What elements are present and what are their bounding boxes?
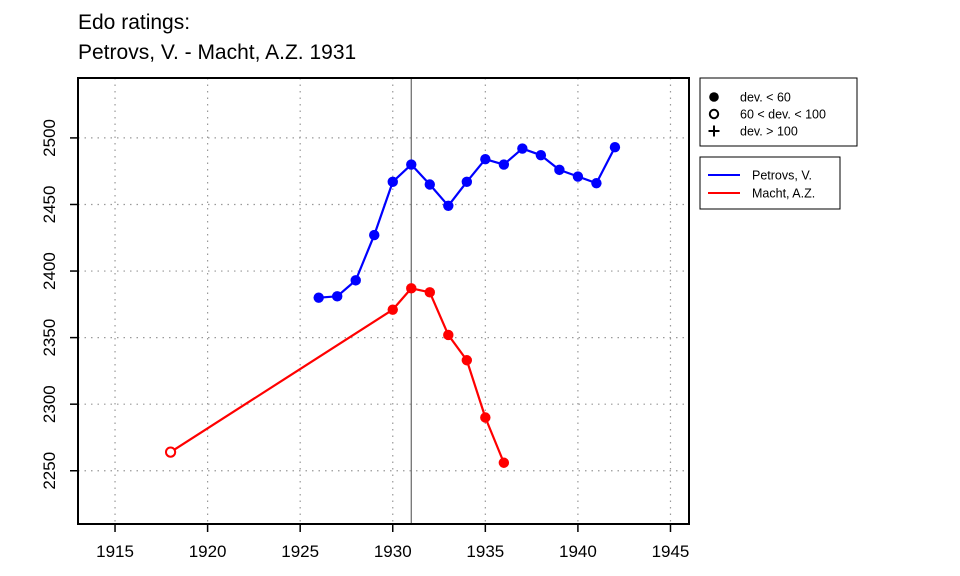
x-axis: 1915 1920 1925 1930 1935 1940 1945: [96, 524, 689, 561]
data-point: [480, 154, 491, 165]
chart-subtitle: Petrovs, V. - Macht, A.Z. 1931: [78, 41, 357, 64]
series-legend-label: Petrovs, V.: [752, 169, 812, 183]
data-point: [406, 283, 417, 294]
series-line-0: [318, 146, 616, 299]
series-legend: Petrovs, V. Macht, A.Z.: [699, 156, 841, 210]
x-tick-label: 1915: [96, 542, 134, 561]
series-line-1: [169, 287, 505, 464]
grid-lines: [78, 78, 689, 524]
data-point: [461, 176, 473, 188]
x-tick-label: 1930: [374, 542, 412, 561]
data-point: [313, 292, 324, 303]
marker-legend: dev. < 60 60 < dev. < 100 dev. > 100: [699, 77, 858, 147]
marker-legend-label: dev. < 60: [740, 91, 791, 105]
y-axis: 2250 2300 2350 2400 2450 2500: [40, 119, 78, 490]
data-point: [443, 329, 454, 341]
data-point: [572, 171, 584, 182]
x-tick-label: 1945: [652, 542, 690, 561]
x-tick-label: 1940: [559, 542, 597, 561]
marker-legend-label: dev. > 100: [740, 125, 798, 139]
marker-legend-box: [699, 77, 858, 147]
data-point: [164, 446, 177, 458]
x-tick-label: 1935: [466, 542, 504, 561]
data-point: [498, 457, 510, 468]
data-point: [461, 355, 473, 366]
data-point: [535, 150, 547, 161]
series-legend-box: [699, 156, 841, 210]
data-point: [350, 275, 361, 286]
data-point: [609, 142, 621, 153]
data-point: [480, 412, 491, 423]
data-point: [498, 159, 510, 170]
y-tick-label: 2350: [40, 319, 59, 357]
x-tick-label: 1920: [189, 542, 227, 561]
data-point: [387, 176, 398, 188]
data-point: [369, 229, 380, 241]
data-point: [517, 143, 528, 154]
filled-circle-icon: [709, 92, 719, 102]
y-tick-label: 2450: [40, 186, 59, 224]
series-markers: [164, 142, 621, 468]
y-tick-label: 2400: [40, 252, 59, 290]
x-tick-label: 1925: [281, 542, 319, 561]
open-circle-icon: [708, 108, 720, 120]
series-legend-label: Macht, A.Z.: [752, 187, 815, 201]
plus-icon: [708, 125, 720, 137]
y-tick-label: 2250: [40, 452, 59, 490]
data-point: [443, 200, 454, 212]
y-tick-label: 2300: [40, 385, 59, 423]
data-point: [387, 304, 398, 315]
data-point: [424, 287, 435, 298]
data-point: [406, 159, 417, 170]
y-tick-label: 2500: [40, 119, 59, 157]
data-point: [332, 291, 343, 302]
data-point: [424, 179, 435, 190]
data-point: [554, 164, 565, 176]
plot-frame: [77, 77, 690, 525]
data-point: [591, 177, 602, 189]
chart-title: Edo ratings:: [78, 11, 191, 34]
marker-legend-label: 60 < dev. < 100: [740, 108, 826, 122]
